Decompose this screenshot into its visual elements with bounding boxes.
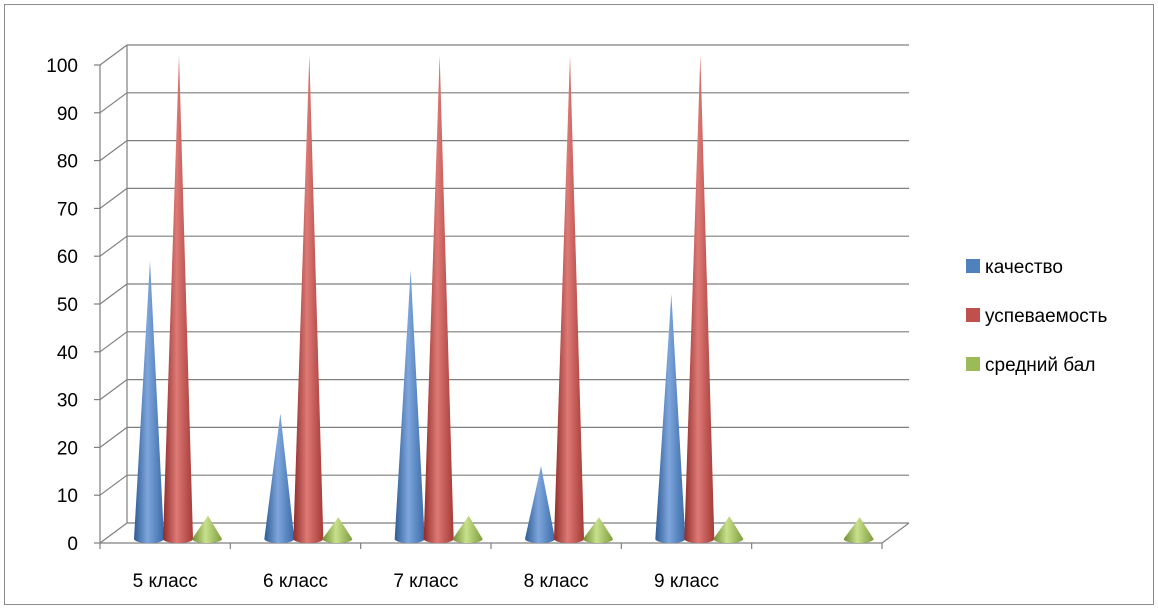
cone-mark: [163, 55, 193, 543]
cone-mark: [525, 466, 555, 543]
y-tick-label: 40: [57, 343, 78, 364]
legend-swatch: [966, 357, 980, 371]
y-tick-label: 80: [57, 152, 78, 173]
gridline-side: [99, 44, 128, 66]
legend-swatch: [966, 259, 980, 273]
chart-marks: [134, 55, 874, 543]
legend-label: средний бал: [985, 355, 1095, 376]
gridline-side: [99, 426, 128, 448]
cone-mark: [655, 294, 686, 543]
cone-mark: [713, 516, 744, 543]
x-tick-label: 5 класс: [133, 571, 198, 592]
cone-mark: [394, 270, 425, 543]
cone-mark: [583, 517, 613, 543]
y-tick-label: 10: [57, 486, 78, 507]
cone-mark: [423, 55, 454, 543]
gridline-side: [99, 235, 128, 257]
gridline-side: [99, 522, 128, 544]
y-tick-label: 100: [46, 56, 78, 77]
legend-label: качество: [985, 257, 1063, 278]
gridline-side: [99, 379, 128, 401]
gridline-side: [99, 187, 128, 209]
legend-label: успеваемость: [985, 306, 1107, 327]
legend: качество успеваемость средний бал: [966, 257, 1107, 376]
floor-edge: [881, 522, 910, 544]
x-tick-label: 8 класс: [524, 571, 589, 592]
cone-mark: [192, 515, 222, 543]
gridline-side: [99, 283, 128, 305]
y-tick-label: 20: [57, 438, 78, 459]
x-tick-label: 7 класс: [393, 571, 458, 592]
cone-mark: [134, 260, 164, 543]
y-tick-label: 30: [57, 391, 78, 412]
chart-walls: [99, 44, 910, 544]
gridline-side: [99, 92, 128, 114]
chart-axes: 0 10 20 30 40 50 60 70 80 90 100 5 класс 6 класс 7 кл…: [46, 56, 883, 592]
cone-mark: [264, 413, 295, 543]
cone-mark: [322, 517, 353, 543]
cone-mark: [843, 517, 874, 543]
cone-mark: [293, 55, 324, 543]
legend-swatch: [966, 308, 980, 322]
cone-mark: [684, 55, 715, 543]
y-tick-label: 70: [57, 199, 78, 220]
y-tick-label: 90: [57, 104, 78, 125]
y-tick-label: 60: [57, 247, 78, 268]
cone-mark: [554, 55, 584, 543]
x-tick-label: 9 класс: [654, 571, 719, 592]
gridline-side: [99, 140, 128, 162]
gridline-side: [99, 331, 128, 353]
gridline-side: [99, 474, 128, 496]
cone-mark: [452, 515, 483, 543]
y-tick-label: 50: [57, 295, 78, 316]
y-tick-label: 0: [67, 534, 78, 555]
x-tick-label: 6 класс: [263, 571, 328, 592]
